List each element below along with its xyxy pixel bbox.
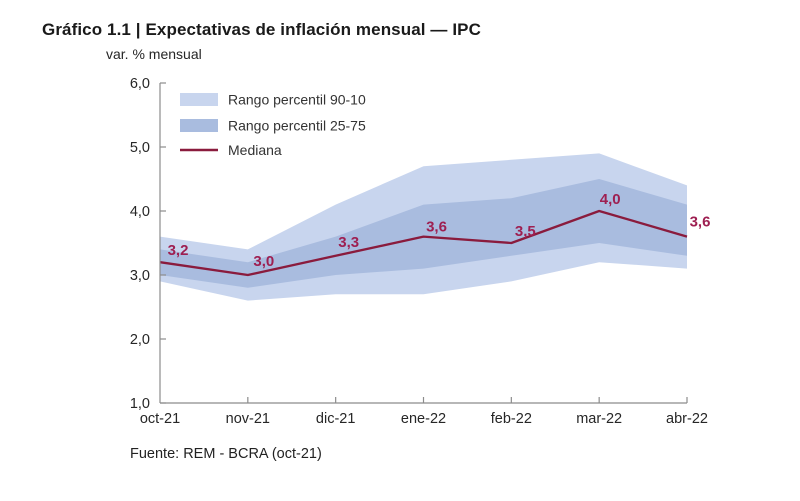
x-tick-label: dic-21	[316, 411, 356, 427]
y-tick-label: 1,0	[130, 396, 150, 412]
median-line	[159, 209, 688, 277]
chart-title: Gráfico 1.1 | Expectativas de inflación …	[42, 20, 481, 39]
x-tick-label: oct-21	[140, 411, 180, 427]
legend-swatch-25-75	[180, 119, 218, 132]
x-tick-label: nov-21	[226, 411, 270, 427]
data-label: 3,0	[253, 253, 274, 270]
y-axis-units-label: var. % mensual	[106, 46, 202, 62]
x-tick-label: feb-22	[491, 411, 532, 427]
data-label: 4,0	[600, 191, 621, 208]
data-label: 3,2	[168, 242, 189, 259]
legend-label: Rango percentil 90-10	[228, 92, 366, 108]
legend-swatch-90-10	[180, 93, 218, 106]
y-tick-label: 5,0	[130, 140, 150, 156]
source-note: Fuente: REM - BCRA (oct-21)	[130, 446, 322, 462]
y-tick-label: 4,0	[130, 204, 150, 220]
data-label: 3,3	[338, 234, 359, 251]
legend-label: Rango percentil 25-75	[228, 118, 366, 134]
y-tick-label: 2,0	[130, 332, 150, 348]
x-tick-label: mar-22	[576, 411, 622, 427]
y-tick-label: 6,0	[130, 76, 150, 92]
data-label: 3,6	[426, 219, 447, 236]
data-label: 3,6	[690, 214, 711, 231]
band-25-75	[160, 179, 687, 288]
x-tick-label: ene-22	[401, 411, 446, 427]
y-tick-label: 3,0	[130, 268, 150, 284]
data-label: 3,5	[515, 223, 536, 240]
x-tick-label: abr-22	[666, 411, 708, 427]
legend-label: Mediana	[228, 142, 282, 158]
